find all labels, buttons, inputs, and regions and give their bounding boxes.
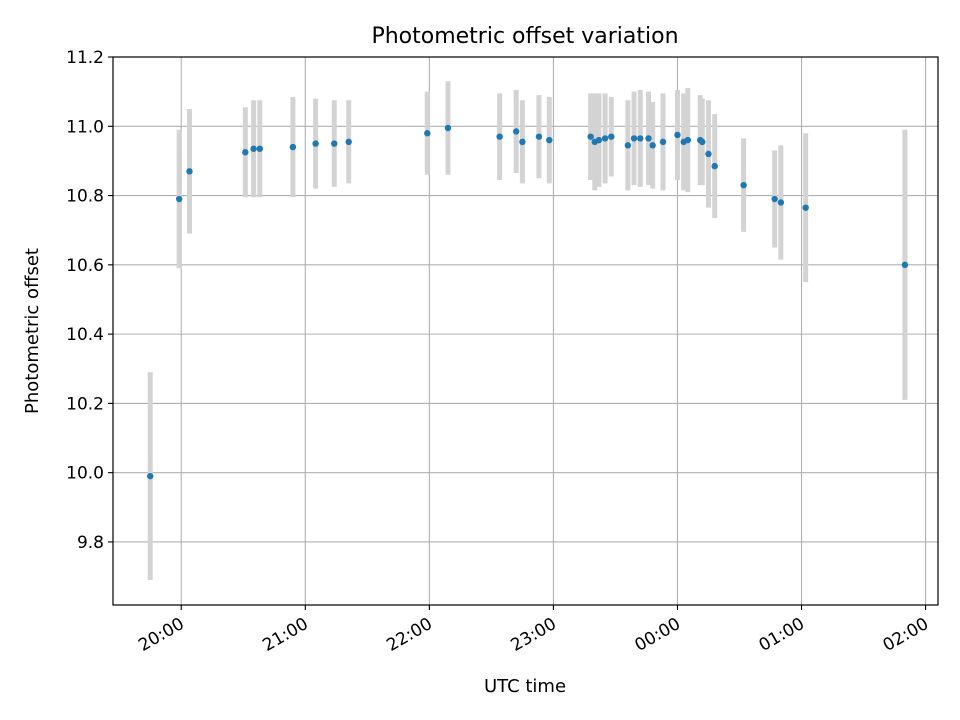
y-tick-label: 10.0 — [66, 464, 104, 484]
y-tick-label: 11.0 — [66, 117, 104, 137]
data-point — [519, 138, 526, 146]
data-point — [424, 130, 431, 137]
data-point — [630, 135, 638, 142]
data-point — [186, 168, 193, 175]
data-point — [901, 261, 909, 269]
data-point — [535, 133, 543, 140]
y-tick-label: 10.6 — [66, 256, 104, 276]
data-point — [711, 162, 718, 170]
data-point — [802, 204, 809, 211]
data-point — [699, 138, 706, 146]
data-point — [331, 140, 338, 147]
y-axis-label: Photometric offset — [22, 248, 43, 414]
data-point — [637, 135, 644, 142]
data-point — [705, 150, 712, 158]
data-point — [175, 195, 183, 203]
y-tick-label: 10.8 — [66, 187, 104, 207]
data-point — [740, 181, 747, 189]
data-point — [771, 195, 778, 203]
data-point — [256, 145, 264, 152]
data-point — [587, 133, 594, 140]
data-point — [674, 131, 681, 139]
data-point — [777, 199, 785, 206]
data-point — [242, 149, 249, 156]
data-points — [147, 124, 909, 480]
data-point — [444, 124, 452, 132]
data-point — [512, 128, 520, 135]
data-point — [147, 472, 154, 480]
data-point — [345, 138, 352, 146]
data-point — [645, 135, 652, 142]
x-axis-label: UTC time — [484, 676, 566, 697]
y-tick-label: 11.2 — [66, 48, 104, 68]
data-point — [546, 136, 553, 144]
data-point — [250, 145, 257, 152]
data-point — [684, 136, 692, 144]
data-point — [496, 133, 503, 140]
chart-title: Photometric offset variation — [371, 24, 678, 49]
data-point — [624, 142, 632, 149]
y-tick-label: 10.4 — [66, 325, 104, 345]
grid-lines — [113, 56, 938, 605]
data-point — [608, 133, 615, 140]
plot-frame — [112, 56, 939, 606]
data-point — [659, 138, 667, 146]
y-tick-label: 9.8 — [77, 533, 104, 553]
data-point — [649, 142, 656, 149]
data-point — [312, 140, 319, 147]
data-point — [601, 135, 609, 142]
data-point — [595, 136, 603, 144]
y-tick-label: 10.2 — [66, 394, 104, 414]
y-axis-ticks: 9.8 10.0 10.2 10.4 10.6 10.8 11.0 11.2 — [66, 48, 113, 553]
data-point — [289, 143, 297, 151]
